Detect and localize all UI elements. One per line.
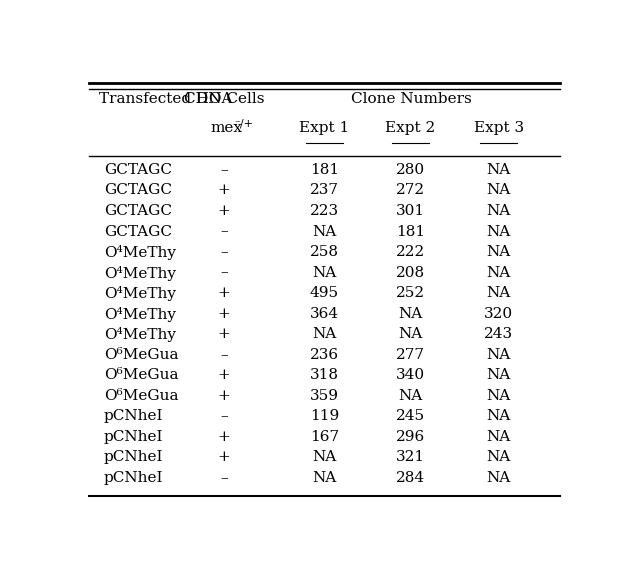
Text: +: +: [218, 307, 230, 320]
Text: NA: NA: [398, 307, 422, 320]
Text: 181: 181: [396, 224, 425, 239]
Text: +: +: [218, 368, 230, 382]
Text: O⁴MeThy: O⁴MeThy: [104, 327, 175, 342]
Text: NA: NA: [486, 183, 511, 198]
Text: 245: 245: [396, 410, 425, 423]
Text: NA: NA: [312, 450, 337, 464]
Text: pCNheI: pCNheI: [104, 410, 163, 423]
Text: NA: NA: [486, 224, 511, 239]
Text: 277: 277: [396, 348, 425, 362]
Text: –: –: [220, 245, 228, 259]
Text: NA: NA: [486, 245, 511, 259]
Text: +: +: [218, 430, 230, 444]
Text: O⁴MeThy: O⁴MeThy: [104, 245, 175, 260]
Text: O⁶MeGua: O⁶MeGua: [104, 348, 178, 362]
Text: 243: 243: [484, 327, 513, 341]
Text: NA: NA: [486, 471, 511, 485]
Text: +: +: [218, 204, 230, 218]
Text: +: +: [218, 286, 230, 300]
Text: Transfected DNA: Transfected DNA: [99, 92, 232, 106]
Text: GCTAGC: GCTAGC: [104, 163, 172, 177]
Text: +: +: [218, 327, 230, 341]
Text: –: –: [220, 224, 228, 239]
Text: 359: 359: [310, 389, 339, 403]
Text: NA: NA: [486, 163, 511, 177]
Text: 280: 280: [396, 163, 425, 177]
Text: Expt 2: Expt 2: [385, 120, 436, 135]
Text: NA: NA: [486, 286, 511, 300]
Text: CHO Cells: CHO Cells: [184, 92, 264, 106]
Text: 340: 340: [396, 368, 425, 382]
Text: NA: NA: [486, 389, 511, 403]
Text: GCTAGC: GCTAGC: [104, 224, 172, 239]
Text: 301: 301: [396, 204, 425, 218]
Text: 318: 318: [310, 368, 339, 382]
Text: NA: NA: [486, 450, 511, 464]
Text: Expt 1: Expt 1: [299, 120, 349, 135]
Text: –: –: [220, 348, 228, 362]
Text: 237: 237: [310, 183, 339, 198]
Text: 320: 320: [484, 307, 513, 320]
Text: pCNheI: pCNheI: [104, 430, 163, 444]
Text: Clone Numbers: Clone Numbers: [351, 92, 472, 106]
Text: GCTAGC: GCTAGC: [104, 183, 172, 198]
Text: NA: NA: [486, 266, 511, 279]
Text: +: +: [218, 450, 230, 464]
Text: O⁴MeThy: O⁴MeThy: [104, 266, 175, 281]
Text: 223: 223: [310, 204, 339, 218]
Text: 181: 181: [310, 163, 339, 177]
Text: Expt 3: Expt 3: [473, 120, 523, 135]
Text: 252: 252: [396, 286, 425, 300]
Text: 119: 119: [310, 410, 339, 423]
Text: mex: mex: [210, 120, 242, 135]
Text: NA: NA: [312, 471, 337, 485]
Text: 296: 296: [396, 430, 425, 444]
Text: +: +: [218, 389, 230, 403]
Text: O⁶MeGua: O⁶MeGua: [104, 368, 178, 382]
Text: 321: 321: [396, 450, 425, 464]
Text: pCNheI: pCNheI: [104, 450, 163, 464]
Text: NA: NA: [312, 327, 337, 341]
Text: NA: NA: [398, 389, 422, 403]
Text: +: +: [218, 183, 230, 198]
Text: ⁻/+: ⁻/+: [235, 119, 254, 128]
Text: NA: NA: [486, 368, 511, 382]
Text: 236: 236: [310, 348, 339, 362]
Text: –: –: [220, 471, 228, 485]
Text: NA: NA: [486, 204, 511, 218]
Text: 364: 364: [310, 307, 339, 320]
Text: NA: NA: [486, 348, 511, 362]
Text: 258: 258: [310, 245, 339, 259]
Text: –: –: [220, 266, 228, 279]
Text: 495: 495: [310, 286, 339, 300]
Text: O⁶MeGua: O⁶MeGua: [104, 389, 178, 403]
Text: 284: 284: [396, 471, 425, 485]
Text: NA: NA: [486, 410, 511, 423]
Text: O⁴MeThy: O⁴MeThy: [104, 286, 175, 301]
Text: NA: NA: [486, 430, 511, 444]
Text: –: –: [220, 410, 228, 423]
Text: O⁴MeThy: O⁴MeThy: [104, 307, 175, 321]
Text: 272: 272: [396, 183, 425, 198]
Text: NA: NA: [312, 266, 337, 279]
Text: NA: NA: [312, 224, 337, 239]
Text: NA: NA: [398, 327, 422, 341]
Text: pCNheI: pCNheI: [104, 471, 163, 485]
Text: 222: 222: [396, 245, 425, 259]
Text: 208: 208: [396, 266, 425, 279]
Text: –: –: [220, 163, 228, 177]
Text: GCTAGC: GCTAGC: [104, 204, 172, 218]
Text: 167: 167: [310, 430, 339, 444]
